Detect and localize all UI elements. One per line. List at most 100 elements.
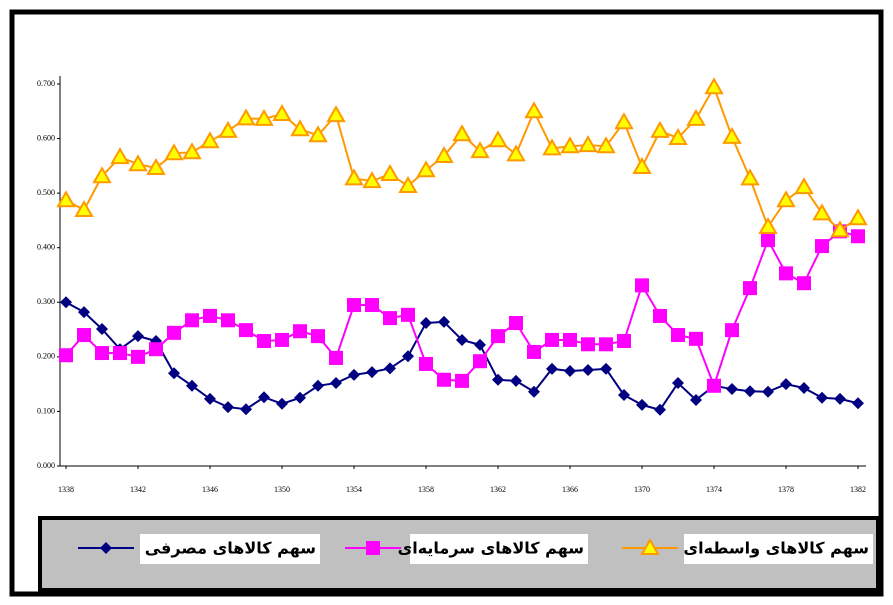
x-tick-label: 1362 (490, 485, 506, 494)
data-point (740, 168, 760, 186)
data-point (149, 342, 163, 357)
data-point (221, 313, 235, 328)
data-point (254, 108, 274, 126)
data-point (240, 403, 252, 416)
data-point (311, 329, 325, 344)
data-point (812, 203, 832, 221)
data-point (222, 401, 234, 414)
x-tick-label: 1354 (346, 485, 362, 494)
data-point (275, 332, 289, 347)
data-point (272, 103, 292, 122)
data-point (419, 356, 433, 371)
data-point (185, 313, 199, 328)
data-point (164, 143, 184, 161)
data-point (725, 323, 739, 338)
data-point (527, 344, 541, 359)
data-point (560, 136, 580, 154)
data-point (167, 325, 181, 340)
data-point (488, 130, 508, 148)
data-point (668, 128, 688, 146)
x-tick-label: 1350 (274, 485, 290, 494)
chart-frame (9, 9, 884, 597)
data-point (434, 146, 454, 164)
data-point (348, 368, 360, 381)
data-point (722, 126, 742, 144)
data-point (798, 381, 810, 394)
data-point (848, 208, 868, 226)
data-point (704, 77, 724, 95)
y-tick-label: 0.300 (37, 297, 55, 306)
data-point (686, 108, 706, 126)
data-point (851, 229, 865, 244)
data-point (834, 392, 846, 405)
data-point (596, 136, 616, 154)
data-point (524, 101, 544, 119)
x-tick-label: 1342 (130, 485, 146, 494)
data-point (95, 346, 109, 361)
data-point (347, 298, 361, 313)
data-point (776, 190, 796, 208)
data-point (329, 350, 343, 365)
data-point (794, 177, 814, 195)
data-point (293, 324, 307, 339)
data-point (582, 363, 594, 376)
data-point (650, 120, 670, 138)
data-point (258, 391, 270, 404)
data-point (182, 142, 202, 160)
data-point (438, 315, 450, 328)
data-point (689, 331, 703, 346)
data-point (506, 144, 526, 162)
data-point (743, 281, 757, 296)
y-tick-label: 0.200 (37, 352, 55, 361)
data-point (546, 362, 558, 375)
data-point (672, 377, 684, 390)
data-point (758, 216, 778, 234)
data-point (60, 296, 72, 309)
data-point (492, 373, 504, 386)
data-point (528, 385, 540, 398)
data-point (654, 403, 666, 416)
data-point (330, 377, 342, 390)
data-point (653, 308, 667, 323)
x-tick-label: 1338 (58, 485, 74, 494)
data-point (599, 337, 613, 352)
data-point (398, 176, 418, 194)
data-point (600, 362, 612, 375)
data-point (131, 349, 145, 364)
y-tick-label: 0.100 (37, 406, 55, 415)
data-point (186, 379, 198, 392)
data-point (563, 332, 577, 347)
legend-label-box (684, 534, 873, 564)
data-point (474, 338, 486, 351)
data-point (113, 346, 127, 361)
legend-label: سهم کالاهای مصرفی (145, 539, 316, 558)
data-point (365, 298, 379, 313)
data-point (204, 392, 216, 405)
legend-marker (100, 542, 112, 554)
data-point (383, 311, 397, 326)
x-tick-label: 1366 (562, 485, 578, 494)
legend-label-box (410, 534, 588, 564)
data-point (128, 154, 148, 172)
data-point (744, 385, 756, 398)
data-point (452, 124, 472, 142)
data-point (491, 329, 505, 344)
data-point (401, 307, 415, 322)
data-point (110, 147, 130, 165)
data-point (690, 393, 702, 406)
data-point (510, 374, 522, 387)
data-point (203, 308, 217, 323)
data-point (636, 398, 648, 411)
data-point (77, 328, 91, 343)
data-point (632, 156, 652, 174)
data-point (146, 158, 166, 176)
data-point (437, 372, 451, 387)
data-point (830, 220, 850, 238)
data-point (59, 348, 73, 363)
y-tick-label: 0.500 (37, 188, 55, 197)
data-point (416, 160, 436, 178)
legend-label: سهم کالاهای سرمایه‌ای (398, 539, 584, 558)
x-tick-label: 1346 (202, 485, 218, 494)
data-point (578, 135, 598, 153)
data-point (257, 334, 271, 349)
